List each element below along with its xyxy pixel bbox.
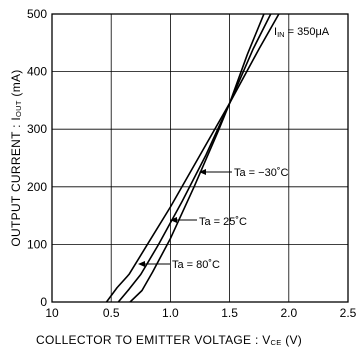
- series-line-1: [117, 14, 272, 302]
- x-tick-labels: 10 0.5 1.0 1.5 2.0 2.5: [45, 306, 356, 320]
- input-current-annotation: IIN = 350μA: [274, 26, 330, 39]
- x-tick-label: 1.0: [162, 306, 179, 320]
- x-tick-label: 0.5: [103, 306, 120, 320]
- x-tick-label: 10: [45, 306, 59, 320]
- arrow-head-minus30: [199, 169, 206, 175]
- x-tick-label: 1.5: [221, 306, 238, 320]
- series-line-0: [105, 14, 280, 302]
- x-tick-label: 2.5: [340, 306, 357, 320]
- label-ta-25: Ta = 25˚C: [199, 216, 247, 228]
- y-tick-label: 200: [27, 180, 47, 194]
- y-tick-label: 500: [27, 7, 47, 21]
- x-axis-title: COLLECTOR TO EMITTER VOLTAGE : VCE (V): [36, 333, 302, 347]
- y-tick-labels: 0 100 200 300 400 500: [27, 7, 47, 309]
- label-ta-80: Ta = 80˚C: [172, 259, 220, 271]
- y-tick-label: 0: [40, 295, 47, 309]
- series-line-2: [129, 14, 265, 302]
- x-tick-label: 2.0: [280, 306, 297, 320]
- y-tick-label: 300: [27, 122, 47, 136]
- series-curves: [105, 14, 280, 302]
- y-tick-label: 100: [27, 237, 47, 251]
- grid-lines: [52, 14, 348, 302]
- arrow-head-80: [138, 261, 145, 267]
- y-tick-label: 400: [27, 65, 47, 79]
- label-ta-minus30: Ta = −30˚C: [234, 167, 288, 179]
- plot-frame: [51, 13, 349, 303]
- arrow-head-25: [170, 217, 177, 223]
- y-axis-title: OUTPUT CURRENT : IOUT (mA): [9, 69, 23, 246]
